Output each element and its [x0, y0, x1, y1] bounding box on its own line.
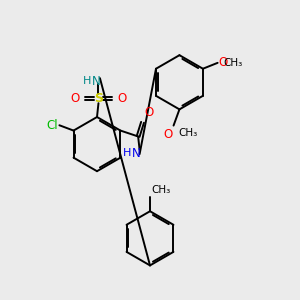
Text: CH₃: CH₃ — [224, 58, 243, 68]
Text: O: O — [117, 92, 126, 105]
Text: O: O — [71, 92, 80, 105]
Text: H: H — [83, 76, 91, 86]
Text: O: O — [144, 106, 153, 119]
Text: H: H — [122, 148, 131, 158]
Text: N: N — [92, 75, 101, 88]
Text: O: O — [164, 128, 173, 141]
Text: CH₃: CH₃ — [152, 185, 171, 195]
Text: Cl: Cl — [46, 119, 58, 132]
Text: N: N — [132, 147, 140, 160]
Text: O: O — [218, 56, 227, 69]
Text: CH₃: CH₃ — [179, 128, 198, 138]
Text: S: S — [94, 92, 103, 105]
